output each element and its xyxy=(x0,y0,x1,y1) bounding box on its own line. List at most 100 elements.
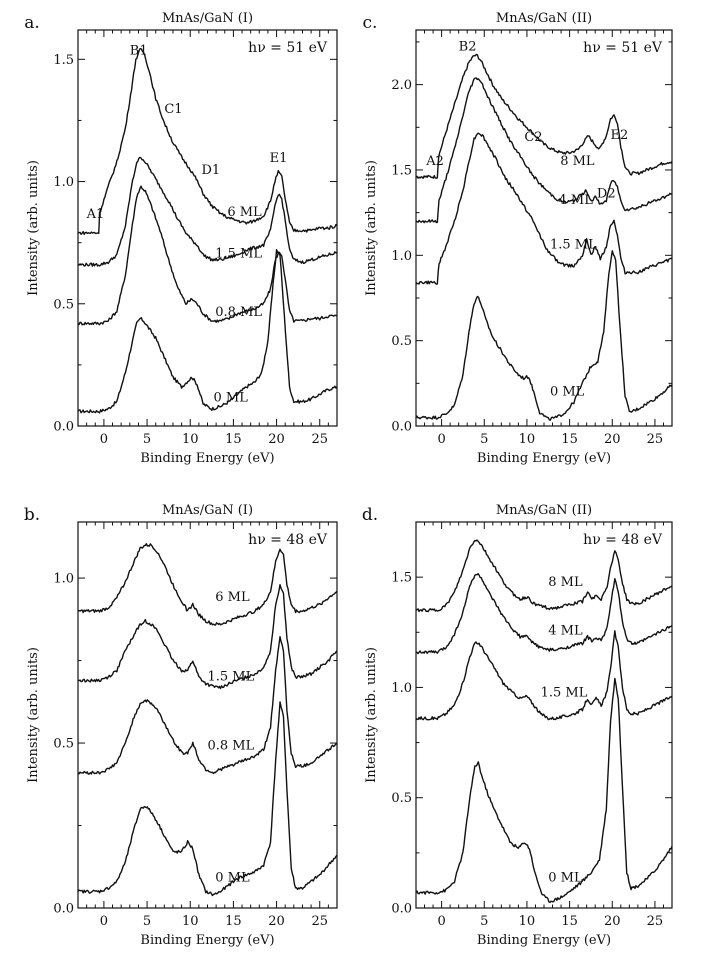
annotation-label: 6 ML xyxy=(215,590,250,605)
spectrum-0-ML xyxy=(415,250,673,421)
photon-energy-label: hν = 48 eV xyxy=(583,532,663,548)
photon-energy-label: hν = 51 eV xyxy=(248,40,328,56)
x-tick-label: 10 xyxy=(519,914,536,929)
x-tick-label: 25 xyxy=(311,914,328,929)
panel-letter: b. xyxy=(24,505,40,525)
panel-title: MnAs/GaN (I) xyxy=(162,503,253,518)
spectrum-0-ML xyxy=(77,701,338,897)
y-axis-label: Intensity (arb. units) xyxy=(364,160,379,296)
annotation-label: 0 ML xyxy=(550,384,585,399)
annotation-label: D2 xyxy=(597,186,616,201)
x-tick-label: 0 xyxy=(100,432,108,447)
y-tick-label: 0.5 xyxy=(53,297,74,312)
annotation-label: B2 xyxy=(459,39,477,54)
spectrum-6-ML xyxy=(77,543,338,626)
y-tick-label: 1.5 xyxy=(391,163,412,178)
photon-energy-label: hν = 51 eV xyxy=(583,40,663,56)
y-tick-label: 2.0 xyxy=(391,78,412,93)
x-tick-label: 0 xyxy=(437,432,445,447)
annotation-label: 1.5 ML xyxy=(550,237,597,252)
annotation-label: 8 ML xyxy=(560,154,595,169)
spectrum-1_5-ML xyxy=(415,630,673,721)
plot-frame xyxy=(77,29,338,427)
spectrum-8-ML xyxy=(415,539,673,613)
x-axis-label: Binding Energy (eV) xyxy=(140,933,274,948)
x-tick-label: 20 xyxy=(604,432,621,447)
spectrum-1_5-ML xyxy=(415,132,673,285)
x-tick-label: 10 xyxy=(519,432,536,447)
annotation-label: 0 ML xyxy=(548,871,583,886)
annotation-label: C2 xyxy=(524,130,542,145)
panel-letter: d. xyxy=(362,505,378,525)
y-tick-label: 0.0 xyxy=(391,902,412,917)
annotation-label: 1.5 ML xyxy=(208,669,255,684)
panel-letter: c. xyxy=(363,13,378,33)
x-tick-label: 0 xyxy=(100,914,108,929)
annotation-label: 8 ML xyxy=(548,575,583,590)
annotation-label: 1.5 ML xyxy=(541,685,588,700)
x-tick-label: 5 xyxy=(480,432,488,447)
x-tick-label: 15 xyxy=(225,914,242,929)
annotation-label: 0 ML xyxy=(215,871,250,886)
panel-b: 0 5 10 15 20 25 0.0 0.5 1.0 MnAs/GaN (I) b. Binding… xyxy=(24,503,338,948)
spectrum-0-ML xyxy=(77,248,338,414)
spectrum-1_5-ML xyxy=(77,156,338,267)
panel-title: MnAs/GaN (I) xyxy=(162,11,253,26)
x-tick-label: 25 xyxy=(311,432,328,447)
spectrum-4-ML xyxy=(415,572,673,655)
annotation-label: 6 ML xyxy=(227,205,262,220)
y-tick-label: 0.5 xyxy=(391,791,412,806)
annotation-label: 1.5 ML xyxy=(215,246,262,261)
spectrum-1_5-ML xyxy=(77,584,338,690)
plot-frame xyxy=(415,29,673,427)
y-tick-label: 1.0 xyxy=(53,175,74,190)
annotation-label: A2 xyxy=(425,154,444,169)
x-tick-label: 20 xyxy=(604,914,621,929)
x-tick-label: 10 xyxy=(182,914,199,929)
panel-a: 0 5 10 15 20 25 0.0 0.5 1.0 1.5 MnAs/GaN (I) a. Bind… xyxy=(24,11,338,466)
panel-d: 0 5 10 15 20 25 0.0 0.5 1.0 1.5 MnAs/GaN (II) d. Bin… xyxy=(362,503,673,948)
x-tick-label: 15 xyxy=(225,432,242,447)
annotation-label: A1 xyxy=(86,207,105,222)
annotation-label: 0.8 ML xyxy=(208,739,255,754)
x-tick-label: 15 xyxy=(561,432,578,447)
photon-energy-label: hν = 48 eV xyxy=(248,532,328,548)
panel-c: 0 5 10 15 20 25 0.0 0.5 1.0 1.5 2.0 MnAs/GaN (II) c.… xyxy=(363,11,673,466)
y-tick-label: 0.0 xyxy=(53,902,74,917)
annotation-label: 0.8 ML xyxy=(215,305,262,320)
spectrum-0_8-ML xyxy=(77,636,338,775)
annotation-label: B1 xyxy=(130,43,148,58)
y-axis-label: Intensity (arb. units) xyxy=(364,647,379,783)
x-axis-label: Binding Energy (eV) xyxy=(477,451,611,466)
x-tick-label: 25 xyxy=(647,914,664,929)
plot-frame xyxy=(77,521,338,909)
annotation-label: D1 xyxy=(201,163,220,178)
annotation-label: C1 xyxy=(164,102,182,117)
y-axis-label: Intensity (arb. units) xyxy=(26,647,41,783)
y-tick-label: 1.0 xyxy=(391,681,412,696)
x-tick-label: 15 xyxy=(561,914,578,929)
x-tick-label: 25 xyxy=(647,432,664,447)
spectrum-0_8-ML xyxy=(77,185,338,326)
y-tick-label: 0.5 xyxy=(53,737,74,752)
x-tick-label: 5 xyxy=(143,914,151,929)
panel-title: MnAs/GaN (II) xyxy=(496,11,592,26)
annotation-label: E2 xyxy=(611,128,629,143)
y-axis-label: Intensity (arb. units) xyxy=(26,160,41,296)
annotation-label: E1 xyxy=(270,151,288,166)
x-tick-label: 20 xyxy=(268,432,285,447)
spectrum-6-ML xyxy=(77,47,338,236)
y-tick-label: 1.0 xyxy=(391,249,412,264)
y-tick-label: 1.5 xyxy=(53,53,74,68)
x-tick-label: 0 xyxy=(437,914,445,929)
x-tick-label: 5 xyxy=(480,914,488,929)
annotation-label: 4 ML xyxy=(548,623,583,638)
y-tick-label: 1.5 xyxy=(391,571,412,586)
x-tick-label: 5 xyxy=(143,432,151,447)
panel-letter: a. xyxy=(24,13,40,33)
annotation-label: 4 ML xyxy=(559,193,594,208)
x-tick-label: 20 xyxy=(268,914,285,929)
x-axis-label: Binding Energy (eV) xyxy=(140,451,274,466)
x-tick-label: 10 xyxy=(182,432,199,447)
